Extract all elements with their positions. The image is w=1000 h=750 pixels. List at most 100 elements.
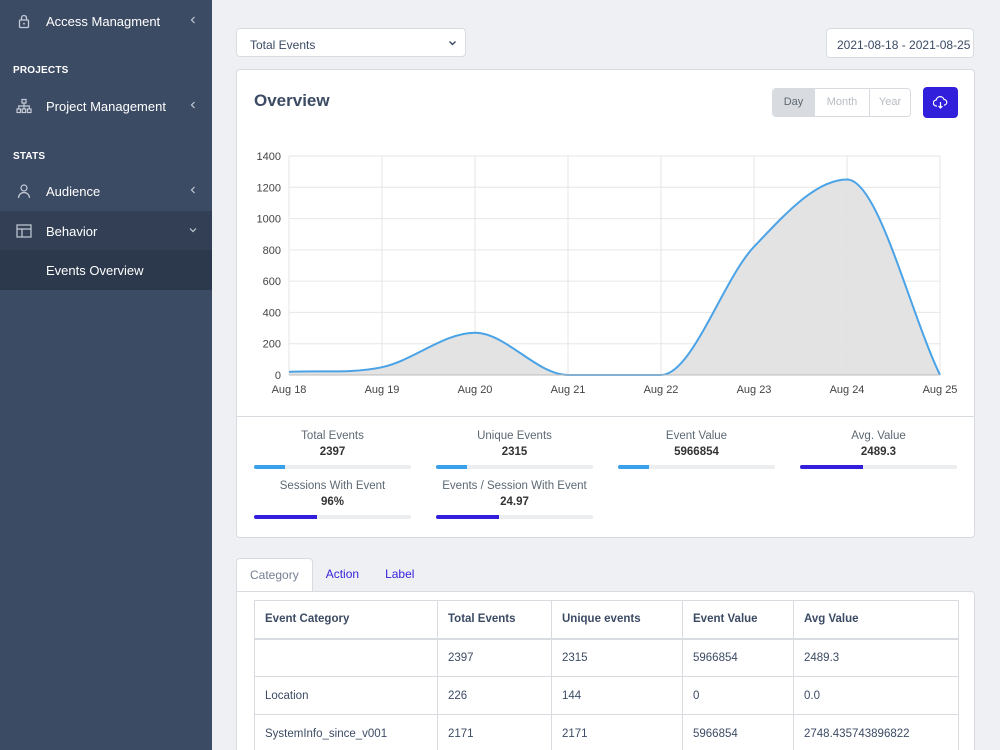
download-button[interactable] [923,87,958,118]
sidebar-section-projects: PROJECTS [13,65,69,76]
x-tick-label: Aug 21 [551,384,586,396]
table-cell: 0.0 [793,676,959,715]
column-header-event-value[interactable]: Event Value [682,600,794,640]
range-day-button[interactable]: Day [773,89,814,116]
sidebar-item-events-overview[interactable]: Events Overview [0,250,212,290]
sidebar-item-audience[interactable]: Audience [0,171,212,211]
lock-icon [18,14,30,29]
area-chart-svg: 0 200 400 600 800 1000 1200 1400 Aug 18 Aug 19 Aug… [257,151,958,396]
range-month-button[interactable]: Month [814,89,869,116]
tab-category[interactable]: Category [236,558,313,592]
x-tick-label: Aug 18 [272,384,307,396]
date-range-input[interactable]: 2021-08-18 - 2021-08-25 [826,28,974,58]
sidebar: Access Managment PROJECTS Project Manage… [0,0,212,750]
table-cell: 5966854 [682,638,794,677]
sidebar-item-label: Project Management [46,99,166,114]
table-row: Location 226 144 0 0.0 [254,676,959,715]
chevron-left-icon [190,186,195,194]
x-tick-label: Aug 24 [830,384,865,396]
table-cell: 226 [437,676,552,715]
x-tick-label: Aug 20 [458,384,493,396]
sidebar-section-stats: STATS [13,151,46,162]
stat-total-events: Total Events 2397 [254,430,411,469]
chevron-down-icon [449,41,456,46]
date-range-value: 2021-08-18 - 2021-08-25 [837,38,971,52]
sidebar-item-project-management[interactable]: Project Management [0,86,212,126]
tab-action[interactable]: Action [325,567,360,581]
stat-events-per-session: Events / Session With Event 24.97 [436,480,593,519]
tab-panel-category: Event Category Total Events Unique event… [236,591,975,750]
stat-value: 5966854 [674,446,719,458]
chevron-down-icon [189,228,197,233]
event-category-table: Event Category Total Events Unique event… [254,600,959,750]
stat-label: Sessions With Event [279,480,386,492]
stat-progress [254,465,411,469]
table-cell: 144 [551,676,683,715]
stat-progress-fill [436,465,468,469]
y-tick-label: 0 [275,370,281,382]
column-header-total-events[interactable]: Total Events [437,600,552,640]
x-tick-label: Aug 22 [644,384,679,396]
x-tick-label: Aug 23 [737,384,772,396]
table-cell: 5966854 [682,714,794,750]
user-icon [17,184,31,199]
stat-progress-fill [436,515,499,519]
tab-bar: Category Action Label [236,558,427,592]
stat-progress [254,515,411,519]
stat-sessions-with-event: Sessions With Event 96% [254,480,411,519]
y-tick-label: 400 [263,307,281,319]
metric-select-value: Total Events [250,38,316,52]
stat-avg-value: Avg. Value 2489.3 [800,430,957,469]
table-cell: 0 [682,676,794,715]
range-button-group: Day Month Year [772,88,911,117]
sidebar-item-access-management[interactable]: Access Managment [0,1,212,41]
stat-value: 96% [320,496,345,508]
stat-label: Unique Events [477,430,552,442]
stat-progress-fill [800,465,863,469]
table-header-row: Event Category Total Events Unique event… [254,600,959,640]
table-row: SystemInfo_since_v001 2171 2171 5966854 … [254,714,959,750]
stat-label: Events / Session With Event [442,480,587,492]
stat-value: 2397 [319,446,346,458]
stat-unique-events: Unique Events 2315 [436,430,593,469]
overview-card: Overview Day Month Year 0 200 400 600 800 100… [236,69,975,538]
table-cell: 2315 [551,638,683,677]
sitemap-icon [16,98,32,114]
table-cell: 2171 [551,714,683,750]
sidebar-item-label: Access Managment [46,14,161,29]
stat-event-value: Event Value 5966854 [618,430,775,469]
table-cell: SystemInfo_since_v001 [254,714,438,750]
table-cell [254,638,438,677]
stat-label: Avg. Value [851,430,906,442]
events-chart: 0 200 400 600 800 1000 1200 1400 Aug 18 Aug 19 Aug… [237,142,974,402]
y-tick-label: 200 [263,339,281,351]
column-header-unique-events[interactable]: Unique events [551,600,683,640]
table-cell: 2397 [437,638,552,677]
y-tick-label: 600 [263,276,281,288]
stat-value: 24.97 [500,496,529,508]
table-row: 2397 2315 5966854 2489.3 [254,638,959,677]
chevron-left-icon [190,101,195,109]
stat-progress [436,515,593,519]
sidebar-item-behavior[interactable]: Behavior [0,211,212,251]
table-cell: 2489.3 [793,638,959,677]
y-tick-label: 1400 [257,151,281,163]
column-header-event-category[interactable]: Event Category [254,600,438,640]
stat-progress-fill [254,465,286,469]
column-header-avg-value[interactable]: Avg Value [793,600,959,640]
table-cell: 2748.435743896822 [793,714,959,750]
stat-value: 2489.3 [860,446,897,458]
sidebar-item-label: Audience [46,184,101,199]
table-cell: Location [254,676,438,715]
range-year-button[interactable]: Year [869,89,910,116]
sidebar-item-label: Behavior [46,224,98,239]
metric-select[interactable]: Total Events [236,28,466,57]
y-tick-label: 1200 [257,182,281,194]
tab-label[interactable]: Label [385,567,415,581]
chevron-left-icon [190,16,195,24]
y-tick-label: 1000 [257,214,281,226]
series-area-fill [289,179,940,375]
x-tick-label: Aug 19 [365,384,400,396]
stat-progress [618,465,775,469]
stat-progress-fill [254,515,317,519]
